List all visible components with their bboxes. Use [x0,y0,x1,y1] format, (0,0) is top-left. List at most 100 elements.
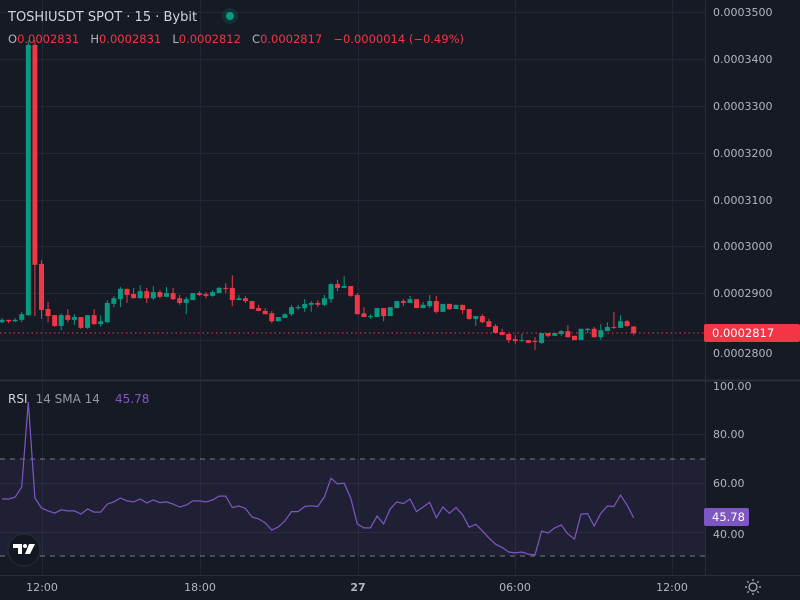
candle [124,288,130,303]
time-tick: 18:00 [184,581,216,594]
candle-body [618,321,624,328]
rsi-line [2,401,635,556]
price-axis[interactable]: 0.0003500 0.0003400 0.0003300 0.0003200 … [713,6,773,360]
candle [144,287,150,303]
candle-body [348,286,354,296]
rsi-tick: 40.00 [713,528,745,541]
rsi-value-badge [704,508,749,526]
candle [12,317,18,323]
candle [242,295,248,303]
candle-body [249,301,255,310]
candle-body [328,284,334,300]
candle [289,304,295,317]
candle-body [295,307,301,309]
candle [348,286,354,297]
candle-body [98,321,104,325]
candle [460,304,466,315]
candle [453,304,459,310]
candle [473,316,479,326]
candle-body [236,298,242,301]
candle [308,301,314,312]
candle-body [420,304,426,309]
candle [157,290,163,299]
candle [104,300,110,324]
market-status-dot-icon[interactable] [226,12,234,20]
grid-lines [0,0,705,575]
candle-body [499,332,505,335]
price-tick: 0.0003400 [713,53,773,66]
candle-body [315,302,321,305]
candle [269,310,275,324]
candle-body [611,326,617,328]
candle-body [164,293,169,297]
candle-body [532,341,538,342]
candle-body [131,294,137,299]
candle [45,301,51,323]
candle-body [124,288,130,295]
candle [229,275,235,307]
rsi-title: RSI [8,392,28,406]
candle [493,324,498,334]
candle-body [539,333,545,343]
candle-body [367,316,373,318]
candle-body [104,302,110,323]
candle [335,279,341,292]
candle [38,260,44,319]
candle-body [308,302,314,305]
candle-body [117,288,123,300]
candle-body [6,319,12,322]
time-tick: 06:00 [499,581,531,594]
low-value: 0.0002812 [179,32,241,46]
candle-body [446,303,452,310]
candle-body [32,44,38,265]
current-price-badge [704,324,800,342]
candle-body [427,301,433,307]
candle [131,287,137,299]
candle [321,294,327,307]
candle-body [256,308,262,311]
candle-body [545,333,551,336]
candle [262,308,268,315]
tradingview-logo[interactable] [7,533,41,567]
candle-body [190,293,196,301]
candle [85,315,91,329]
candle-body [269,313,275,322]
candle-body [585,328,591,331]
candle [539,333,545,344]
candle-body [558,331,564,334]
settings-sun-icon[interactable] [745,579,761,595]
candle [190,293,196,301]
candle [499,328,505,335]
rsi-tick: 80.00 [713,428,745,441]
candle-body [321,298,327,305]
candle-body [479,316,485,323]
candle-body [394,301,400,309]
candle [611,311,617,329]
candle-body [341,286,347,288]
candle-body [604,326,610,332]
candle [32,40,38,317]
time-axis[interactable]: 12:00 18:00 27 06:00 12:00 [26,581,688,594]
candle [367,314,373,319]
candle [420,301,426,309]
rsi-legend[interactable]: RSI 14 SMA 14 45.78 [8,388,149,407]
current-price-label: 0.0002817 [712,326,774,340]
candle-body [45,309,51,317]
rsi-axis[interactable]: 100.00 80.00 60.00 40.00 [713,380,752,541]
candle [302,299,308,312]
candle [25,40,31,317]
candle-body [177,298,183,303]
candle [466,309,472,320]
candle-body [65,315,71,320]
candle [532,337,538,350]
symbol-title[interactable]: TOSHIUSDT SPOT · 15 · Bybit [7,10,197,25]
high-label: H [90,32,99,46]
candle [71,314,77,326]
candle-body [223,287,229,289]
candle-body [381,308,387,317]
candle [183,296,189,315]
candle-body [282,314,288,318]
candle-body [275,317,281,322]
close-value: 0.0002817 [260,32,322,46]
